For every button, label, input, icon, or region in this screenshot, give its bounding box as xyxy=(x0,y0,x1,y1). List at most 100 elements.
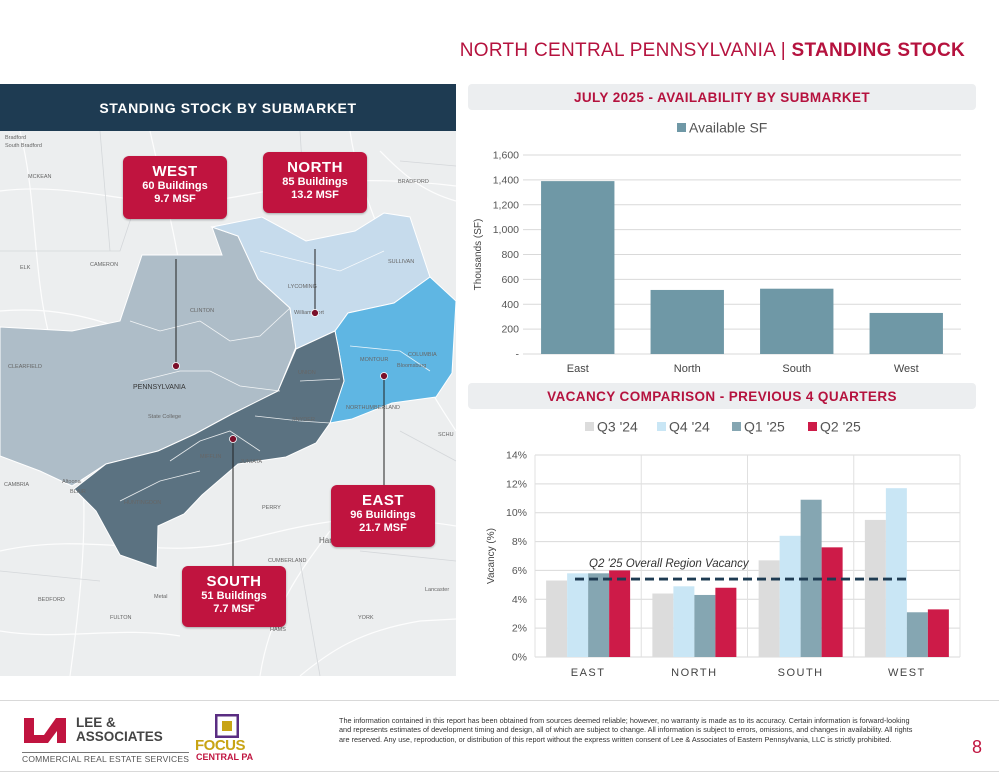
avail-y-tick: 200 xyxy=(501,324,519,336)
submarket-map-panel: STANDING STOCK BY SUBMARKET xyxy=(0,84,456,676)
label-blair: BLAIR xyxy=(70,489,86,495)
vac-y-tick: 0% xyxy=(512,652,527,664)
vac-bar-west-3 xyxy=(927,609,949,657)
lee-name-line1: LEE & xyxy=(76,715,116,730)
focus-subname: CENTRAL PA xyxy=(196,752,254,762)
vac-bar-south-3 xyxy=(821,547,843,657)
label-mifflin: MIFFLIN xyxy=(200,454,221,460)
callout-pins xyxy=(172,309,388,443)
vac-y-tick: 2% xyxy=(512,623,527,635)
lee-associates-tagline: COMMERCIAL REAL ESTATE SERVICES xyxy=(22,752,190,764)
label-snyder: SNYDER xyxy=(292,417,315,423)
label-northumberland: NORTHUMBERLAND xyxy=(346,405,400,411)
vac-legend-label: Q1 '25 xyxy=(744,419,785,435)
label-lancaster: Lancaster xyxy=(425,587,449,593)
callout-east-msf: 21.7 MSF xyxy=(359,522,407,534)
label-montour: MONTOUR xyxy=(360,357,388,363)
label-lycoming: LYCOMING xyxy=(288,284,317,290)
pin-south xyxy=(229,435,237,443)
avail-y-tick: 1,000 xyxy=(493,224,519,236)
label-south-bradford: South Bradford xyxy=(5,143,42,149)
availability-chart: - 200 400 600 800 1,000 1,200 1,400 1,600 Thousan… xyxy=(473,120,961,375)
label-cumberland: CUMBERLAND xyxy=(268,558,307,564)
vac-x-tick: NORTH xyxy=(671,667,717,679)
pin-west xyxy=(172,362,180,370)
avail-y-tick: 400 xyxy=(501,299,519,311)
page-title-region: NORTH CENTRAL PENNSYLVANIA xyxy=(459,40,776,61)
callout-south-buildings: 51 Buildings xyxy=(201,590,267,602)
label-bedford: BEDFORD xyxy=(38,597,65,603)
avail-y-axis-label: Thousands (SF) xyxy=(473,219,484,291)
callout-west-msf: 9.7 MSF xyxy=(154,193,196,205)
vac-y-tick: 10% xyxy=(506,507,527,519)
label-cambria: CAMBRIA xyxy=(4,482,29,488)
avail-x-tick: West xyxy=(894,363,919,375)
avail-x-tick: North xyxy=(674,363,701,375)
vac-y-tick: 6% xyxy=(512,565,527,577)
pin-north xyxy=(311,309,319,317)
vac-bar-east-0 xyxy=(546,580,568,657)
callout-west-buildings: 60 Buildings xyxy=(142,180,208,192)
vac-bar-north-3 xyxy=(715,587,737,657)
avail-y-tick: 800 xyxy=(501,249,519,261)
avail-y-tick: 1,600 xyxy=(493,150,519,162)
callout-south: SOUTH 51 Buildings 7.7 MSF xyxy=(182,566,286,627)
label-mckean: MCKEAN xyxy=(28,174,52,180)
vac-bar-east-1 xyxy=(567,573,589,657)
vac-legend-swatch xyxy=(732,422,741,431)
label-bloomsburg: Bloomsburg xyxy=(397,363,426,369)
avail-bar-south xyxy=(760,288,834,354)
vac-legend-label: Q2 '25 xyxy=(820,419,861,435)
avail-bar-east xyxy=(541,181,615,354)
label-union: UNION xyxy=(298,370,316,376)
vac-legend-swatch xyxy=(657,422,666,431)
avail-legend-swatch xyxy=(677,123,686,132)
vac-y-tick: 8% xyxy=(512,536,527,548)
vac-bar-north-1 xyxy=(673,586,695,657)
vacancy-chart-title: VACANCY COMPARISON - PREVIOUS 4 QUARTERS xyxy=(468,383,976,409)
label-bradford: Bradford xyxy=(5,135,26,141)
avail-bar-north xyxy=(650,289,724,354)
vac-legend-swatch xyxy=(585,422,594,431)
label-columbia: COLUMBIA xyxy=(408,352,437,358)
label-cameron: CAMERON xyxy=(90,262,118,268)
vac-bar-west-2 xyxy=(906,612,928,657)
vac-bar-north-2 xyxy=(694,594,716,657)
avail-y-tick: 1,400 xyxy=(493,174,519,186)
label-bradford-county: BRADFORD xyxy=(398,179,429,185)
vac-bar-south-1 xyxy=(779,535,801,657)
vac-y-axis-label: Vacancy (%) xyxy=(486,528,497,584)
label-pennsylvania: PENNSYLVANIA xyxy=(133,384,186,391)
vac-bar-south-0 xyxy=(758,560,780,657)
callout-north: NORTH 85 Buildings 13.2 MSF xyxy=(263,152,367,213)
callout-east-name: EAST xyxy=(361,492,404,509)
label-clearfield: CLEARFIELD xyxy=(8,364,42,370)
map-inner-county-lines xyxy=(119,250,431,502)
page-title-section: STANDING STOCK xyxy=(791,40,965,61)
vac-x-tick: EAST xyxy=(571,667,606,679)
lee-name-line2: ASSOCIATES xyxy=(76,729,163,744)
label-metal: Metal xyxy=(154,594,167,600)
avail-y-tick: 600 xyxy=(501,274,519,286)
vac-bar-north-0 xyxy=(652,593,674,657)
label-perry: PERRY xyxy=(262,505,281,511)
callout-south-name: SOUTH xyxy=(206,573,262,590)
focus-mark-icon xyxy=(215,714,239,738)
availability-chart-title: JULY 2025 - AVAILABILITY BY SUBMARKET xyxy=(468,84,976,110)
vac-legend-label: Q4 '24 xyxy=(669,419,710,435)
footer-bottom-divider xyxy=(0,771,999,772)
vac-y-tick: 14% xyxy=(506,450,527,462)
label-elk: ELK xyxy=(20,265,31,271)
map-place-labels: Bradford South Bradford MCKEAN BRADFORD … xyxy=(4,135,454,633)
vac-y-tick: 12% xyxy=(506,478,527,490)
region-south xyxy=(73,330,345,569)
label-huntingdon: HUNTINGDON xyxy=(124,500,161,506)
vac-bar-south-2 xyxy=(800,499,822,657)
avail-y-tick: 1,200 xyxy=(493,199,519,211)
page-title: NORTH CENTRAL PENNSYLVANIA | STANDING ST… xyxy=(460,40,965,62)
label-hams: HAMS xyxy=(270,627,286,633)
page-title-separator: | xyxy=(775,40,792,61)
label-sullivan: SULLIVAN xyxy=(388,259,414,265)
callout-west: WEST 60 Buildings 9.7 MSF xyxy=(123,156,227,219)
vac-legend-label: Q3 '24 xyxy=(597,419,638,435)
